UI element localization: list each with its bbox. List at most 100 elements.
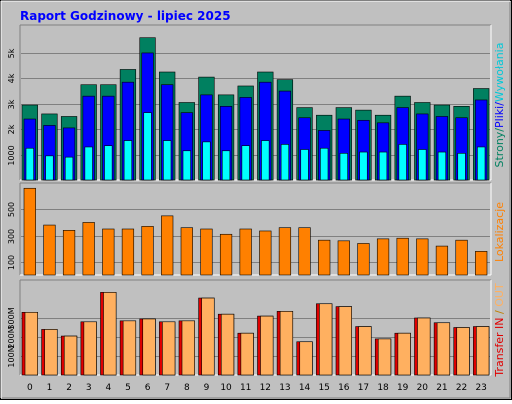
bar-transfer-out (260, 315, 274, 376)
bar-transfer-out (142, 318, 156, 376)
bar-transfer-out (417, 317, 431, 376)
bar-wywolania (378, 151, 388, 181)
bar-wywolania (45, 155, 54, 181)
panel-1-tick-label: 5k (7, 48, 16, 58)
bar-lokalizacje (121, 228, 135, 276)
bar-wywolania (202, 141, 211, 181)
bar-lokalizacje (23, 187, 36, 276)
bar-lokalizacje (219, 233, 233, 276)
bar-lokalizacje (200, 228, 213, 276)
panel-1-tick-label: 2k (7, 124, 16, 134)
x-tick-label: 8 (184, 383, 190, 393)
bar-transfer-out (63, 335, 78, 376)
x-tick-label: 17 (358, 383, 369, 393)
x-tick-label: 13 (279, 383, 290, 393)
panel-3-tick-label: 300M (7, 307, 16, 329)
bar-transfer-out (319, 303, 333, 376)
bar-wywolania (320, 147, 329, 181)
bar-wywolania (25, 147, 34, 181)
bar-wywolania (300, 149, 309, 181)
bar-lokalizacje (396, 237, 409, 276)
legend-top: Strony/Pliki/Wywołania (493, 43, 506, 168)
x-tick-label: 22 (456, 383, 467, 393)
legend-in: IN (493, 317, 506, 332)
bar-wywolania (64, 156, 74, 181)
x-tick-label: 2 (66, 383, 72, 393)
bar-lokalizacje (455, 239, 468, 276)
bar-transfer-out (24, 311, 38, 376)
x-tick-label: 18 (377, 383, 389, 393)
bar-lokalizacje (141, 226, 154, 276)
x-tick-label: 9 (204, 383, 210, 393)
bar-transfer-out (338, 306, 352, 376)
bar-transfer-out (476, 326, 490, 376)
bar-transfer-out (201, 297, 215, 376)
x-tick-label: 10 (220, 383, 232, 393)
panel-2-tick-label: 500 (7, 202, 16, 217)
x-axis-labels: 0 1 2 3 4 5 6 7 8 9 10 11 12 13 14 15 16 17 18 19 20 21 22 23 (27, 383, 487, 393)
legend-middle: Lokalizacje (493, 202, 506, 262)
bar-transfer-out (377, 338, 392, 376)
x-tick-label: 5 (125, 383, 131, 393)
x-tick-label: 12 (260, 383, 271, 393)
bar-wywolania (84, 146, 93, 181)
bar-lokalizacje (475, 251, 488, 276)
x-tick-label: 14 (299, 383, 311, 393)
bar-transfer-out (456, 327, 470, 376)
bar-lokalizacje (278, 227, 292, 276)
bar-transfer-out (279, 311, 294, 376)
bar-wywolania (182, 150, 191, 181)
panel-2: 100 300 500 (7, 182, 492, 276)
bar-transfer-out (83, 321, 97, 376)
panel-2-tick-label: 100 (7, 255, 16, 270)
panel-3-tick-label: 200M (7, 326, 16, 348)
legend-sep-1: / (493, 128, 506, 132)
legend-sep: / (493, 307, 506, 318)
bar-wywolania (477, 146, 486, 181)
bar-transfer-out (181, 320, 195, 376)
chart-title: Raport Godzinowy - lipiec 2025 (20, 9, 231, 23)
bar-wywolania (339, 153, 348, 181)
bar-lokalizacje (376, 238, 390, 276)
panel-3-plot-area (20, 280, 491, 375)
bar-wywolania (221, 150, 231, 181)
bar-lokalizacje (259, 230, 272, 276)
x-tick-label: 6 (145, 383, 151, 393)
legend-out: OUT (493, 283, 506, 307)
bar-wywolania (104, 145, 113, 181)
bar-transfer-out (240, 332, 254, 376)
x-tick-label: 4 (105, 383, 111, 393)
bar-lokalizacje (180, 227, 193, 276)
x-tick-label: 11 (240, 383, 251, 393)
bar-wywolania (261, 140, 270, 181)
legend-sep-2: / (493, 102, 506, 106)
bar-transfer-out (397, 332, 411, 376)
x-tick-label: 21 (436, 383, 447, 393)
panel-1: 1000 2k 3k 4k 5k (7, 24, 492, 181)
bar-transfer-out (122, 320, 137, 376)
x-tick-label: 7 (164, 383, 170, 393)
bar-wywolania (241, 145, 250, 181)
bar-transfer-out (299, 341, 313, 376)
bar-wywolania (123, 140, 133, 181)
x-tick-label: 15 (318, 383, 329, 393)
panel-1-tick-label: 1000 (7, 145, 16, 165)
bar-lokalizacje (318, 239, 331, 276)
x-tick-label: 3 (86, 383, 92, 393)
legend-wywolania: Wywołania (493, 43, 506, 103)
legend-pliki: Pliki (493, 106, 506, 128)
panel-1-tick-label: 4k (7, 73, 16, 83)
bar-lokalizacje (43, 224, 56, 276)
panel-2-tick-label: 300 (7, 229, 16, 244)
bar-transfer-out (162, 321, 176, 376)
bar-transfer-out (44, 329, 58, 376)
x-tick-label: 1 (47, 383, 53, 393)
bar-wywolania (280, 144, 290, 181)
bar-lokalizacje (416, 238, 429, 276)
bar-lokalizacje (82, 222, 95, 276)
bar-lokalizacje (62, 230, 76, 276)
bar-lokalizacje (239, 228, 252, 276)
x-tick-label: 16 (338, 383, 350, 393)
